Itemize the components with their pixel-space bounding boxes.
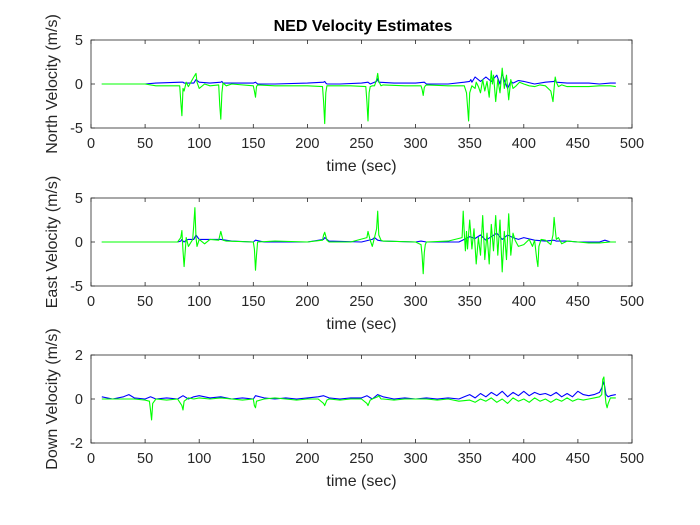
plot-area [101, 376, 616, 421]
y-tick-label: 0 [75, 77, 83, 93]
x-tick-label: 250 [349, 294, 373, 310]
x-tick-label: 0 [87, 294, 95, 310]
x-tick-label: 400 [512, 136, 536, 152]
y-tick-label: 0 [75, 392, 83, 408]
x-tick-label: 100 [187, 451, 211, 467]
x-tick-label: 500 [620, 294, 644, 310]
x-tick-label: 350 [458, 451, 482, 467]
plot-area [101, 67, 616, 125]
figure-title: NED Velocity Estimates [274, 18, 453, 35]
series-line-blue [101, 72, 616, 89]
series-line-green [101, 376, 616, 421]
axes-frame [90, 39, 633, 129]
x-tick-label: 350 [458, 294, 482, 310]
x-tick-label: 350 [458, 136, 482, 152]
x-tick-label: 100 [187, 294, 211, 310]
x-tick-label: 250 [349, 451, 373, 467]
x-tick-label: 0 [87, 136, 95, 152]
x-axis-label: time (sec) [326, 158, 396, 175]
x-tick-label: 0 [87, 451, 95, 467]
x-tick-label: 200 [295, 294, 319, 310]
y-tick-label: -5 [70, 121, 83, 137]
y-tick-label: 2 [75, 348, 83, 364]
x-tick-label: 200 [295, 451, 319, 467]
x-tick-label: 400 [512, 451, 536, 467]
y-tick-label: 5 [75, 191, 83, 207]
x-axis-label: time (sec) [326, 473, 396, 490]
x-tick-label: 500 [620, 451, 644, 467]
x-tick-label: 50 [137, 294, 153, 310]
x-tick-label: 450 [566, 451, 590, 467]
y-tick-label: -5 [70, 279, 83, 295]
x-tick-label: 450 [566, 136, 590, 152]
x-tick-label: 400 [512, 294, 536, 310]
y-tick-label: 5 [75, 33, 83, 49]
x-tick-label: 500 [620, 136, 644, 152]
x-tick-label: 150 [241, 294, 265, 310]
x-tick-label: 150 [241, 451, 265, 467]
series-line-green [101, 207, 616, 275]
x-tick-label: 450 [566, 294, 590, 310]
x-tick-label: 300 [403, 451, 427, 467]
x-tick-label: 50 [137, 136, 153, 152]
y-axis-label: East Velocity (m/s) [44, 176, 61, 308]
y-tick-label: -2 [70, 436, 83, 452]
plot-area [101, 207, 616, 275]
x-tick-label: 250 [349, 136, 373, 152]
x-axis-label: time (sec) [326, 316, 396, 333]
x-tick-label: 50 [137, 451, 153, 467]
x-tick-label: 300 [403, 136, 427, 152]
series-line-green [101, 67, 616, 125]
x-tick-label: 200 [295, 136, 319, 152]
x-tick-label: 300 [403, 294, 427, 310]
x-tick-label: 100 [187, 136, 211, 152]
y-axis-label: North Velocity (m/s) [44, 14, 61, 154]
y-tick-label: 0 [75, 235, 83, 251]
x-tick-label: 150 [241, 136, 265, 152]
y-axis-label: Down Velocity (m/s) [44, 328, 61, 469]
